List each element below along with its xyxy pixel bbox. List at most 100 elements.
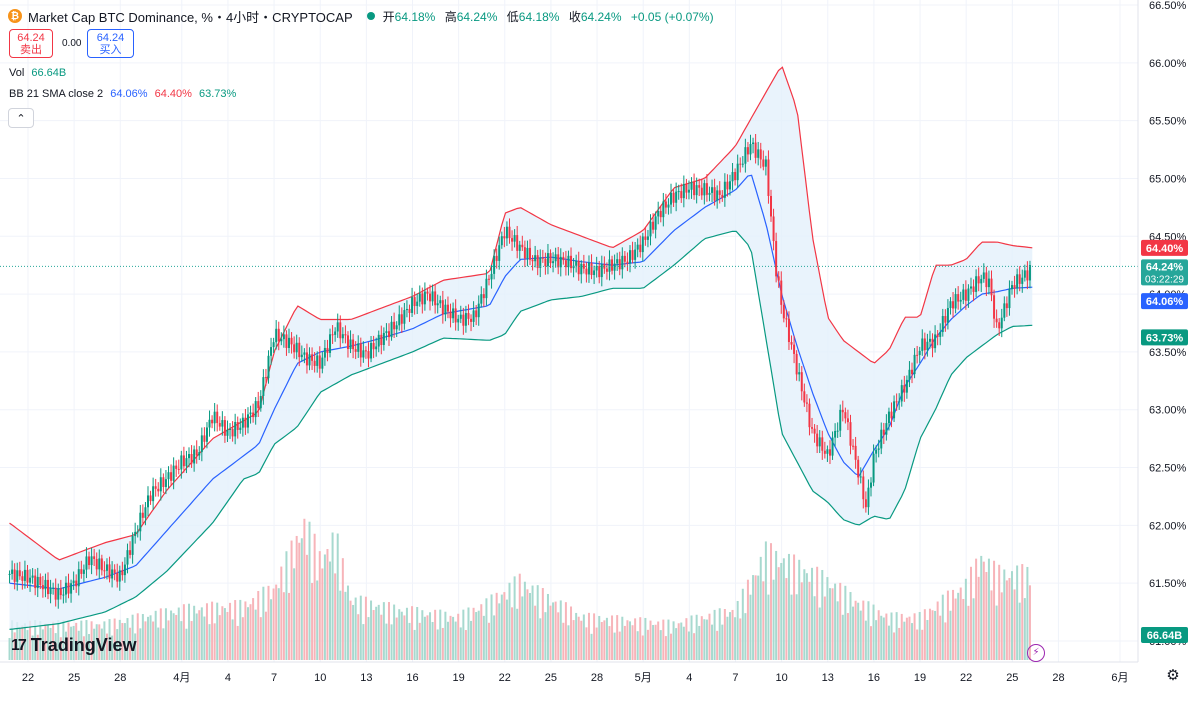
volume-bar [57,620,60,660]
candle [144,507,147,518]
candle [687,189,690,193]
candle [670,192,673,205]
volume-bar [52,621,55,660]
volume-bar [744,613,747,660]
collapse-legend-button[interactable]: ⌃ [8,108,34,128]
candle [239,427,242,430]
volume-bar [664,636,667,660]
candle [508,226,511,239]
candle [329,334,332,353]
settings-gear-icon[interactable]: ⚙ [1166,667,1180,684]
volume-bar [72,625,75,660]
volume-bar [275,584,278,660]
volume-bar [649,620,652,660]
volume-bar [687,631,690,660]
volume-bar [429,612,432,660]
candle [246,414,249,428]
volume-bar [26,630,29,660]
candle [446,304,449,312]
bollinger-legend[interactable]: BB 21 SMA close 2 64.06% 64.40% 63.73% [9,88,237,100]
volume-bar [34,620,37,660]
volume-bar [680,622,683,660]
bolt-icon[interactable]: ⚡ [1027,644,1045,662]
volume-bar [580,620,583,660]
volume-bar [895,612,898,660]
candle [1018,274,1021,284]
x-tick-label: 16 [868,672,880,684]
symbol-title[interactable]: Market Cap BTC Dominance, %・4小时・CRYPTOCA… [28,9,353,25]
candle [152,486,155,502]
candle [803,391,806,403]
candle [380,334,383,346]
candle [554,254,557,262]
candle [477,303,480,318]
candle [154,486,157,489]
volume-bar [382,602,385,660]
volume-bar [739,618,742,660]
buy-button[interactable]: 64.24 买入 [87,29,134,58]
volume-legend[interactable]: Vol 66.64B [9,67,67,79]
candle [885,423,888,435]
candle [777,276,780,281]
volume-bar [372,610,375,660]
volume-bar [852,606,855,660]
volume-bar [944,622,947,660]
volume-bar [521,596,524,660]
candle [211,419,214,424]
candle [695,185,698,196]
candle [813,428,816,434]
volume-bar [728,612,731,660]
candle [580,263,583,275]
candle [828,449,831,456]
volume-bar [364,596,367,660]
candle [964,289,967,301]
candle [218,423,221,427]
candle [423,291,426,305]
candle [272,342,275,348]
candle [434,291,437,306]
candle [916,354,919,356]
volume-bar [846,613,849,660]
candle [98,558,101,570]
volume-bar [480,604,483,660]
volume-bar [170,610,173,660]
volume-bar [900,613,903,660]
volume-bar [916,629,919,660]
candle [308,354,311,366]
volume-bar [329,561,332,660]
volume-bar [8,638,11,660]
candle [162,477,165,487]
candle [767,159,770,196]
bb-lower-axis-label: 63.73% [1146,332,1184,344]
volume-bar [311,582,314,660]
volume-bar [708,613,711,660]
bollinger-lower-line [9,230,1033,630]
volume-bar [659,630,662,660]
volume-bar [449,615,452,660]
bollinger-upper-line [9,66,1033,561]
candle [549,253,552,264]
candle [552,261,555,264]
candle [444,304,447,315]
volume-bar [554,601,557,660]
volume-bar [859,610,862,660]
candle [764,159,767,167]
volume-bar [513,576,516,660]
candle [677,191,680,193]
candle [216,411,219,424]
candle [646,236,649,240]
sell-button[interactable]: 64.24 卖出 [9,29,53,58]
volume-bar [959,587,962,660]
volume-bar [103,621,106,660]
volume-bar [393,604,396,660]
volume-bar [298,542,301,660]
volume-bar [503,592,506,660]
volume-bar [285,551,288,660]
candle [790,342,793,345]
volume-bar [954,598,957,660]
x-tick-label: 5月 [635,672,652,684]
volume-bar [288,592,291,660]
volume-bar [29,620,32,660]
volume-bar [711,624,714,660]
